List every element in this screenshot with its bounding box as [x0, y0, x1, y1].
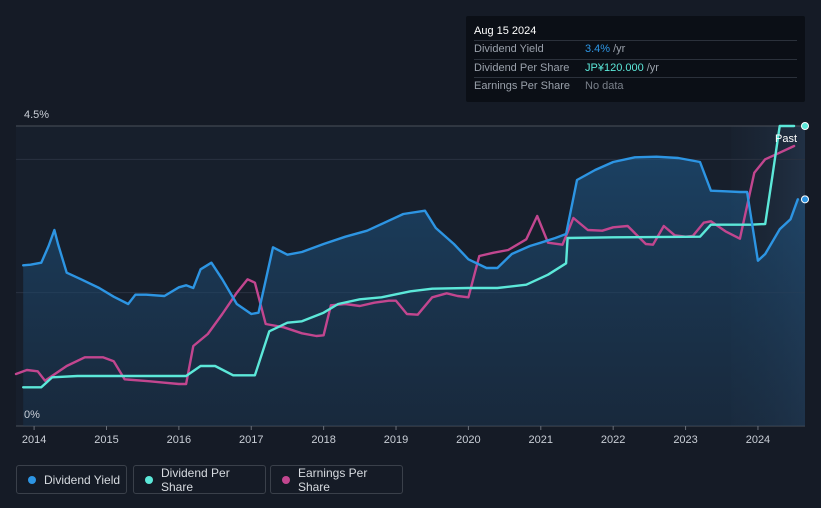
x-tick-label: 2016	[167, 434, 191, 446]
y-tick-label-bottom: 0%	[24, 409, 40, 421]
x-tick-label: 2023	[673, 434, 697, 446]
x-tick-label: 2022	[601, 434, 625, 446]
legend-dividend-yield[interactable]: Dividend Yield	[16, 465, 127, 494]
tooltip-date: Aug 15 2024	[474, 25, 537, 37]
x-tick-label: 2024	[746, 434, 770, 446]
tooltip-row-unit: /yr	[613, 43, 626, 55]
x-tick-label: 2020	[456, 434, 480, 446]
tooltip-row-label: Dividend Per Share	[474, 61, 570, 74]
x-tick-label: 2017	[239, 434, 263, 446]
legend-label: Dividend Yield	[44, 472, 121, 487]
tooltip-row-value: 3.4%	[585, 43, 611, 55]
dividend-per-share-line	[22, 124, 796, 389]
tooltip-row-unit: /yr	[646, 61, 659, 74]
legend-label: Earnings Per Share	[297, 465, 368, 494]
x-tick-label: 2021	[529, 434, 553, 446]
x-tick-label: 2019	[384, 434, 408, 446]
x-tick-label: 2018	[311, 434, 335, 446]
x-tick-label: 2014	[22, 434, 46, 446]
legend-dot-icon	[28, 475, 36, 484]
legend-dividend-per-share[interactable]: Dividend Per Share	[133, 465, 266, 494]
tooltip-row-value: No data	[585, 80, 624, 92]
tooltip-row-dividend-per-share: Dividend Per Share JP¥120.000/yr	[474, 58, 797, 78]
legend-dot-icon	[282, 475, 290, 484]
x-tick-label: 2015	[94, 434, 118, 446]
tooltip: Aug 15 2024 Dividend Yield 3.4%/yr Divid…	[466, 16, 805, 102]
y-tick-label-top: 4.5%	[24, 109, 49, 121]
legend-earnings-per-share[interactable]: Earnings Per Share	[270, 465, 403, 494]
legend-label: Dividend Per Share	[161, 465, 230, 494]
earnings-per-share-line	[14, 144, 796, 386]
dividend-yield-line	[22, 155, 799, 316]
tooltip-row-label: Earnings Per Share	[474, 80, 570, 92]
tooltip-row-label: Dividend Yield	[474, 43, 544, 55]
dividend-yield-end-marker	[801, 195, 809, 204]
legend-dot-icon	[145, 475, 153, 484]
tooltip-row-dividend-yield: Dividend Yield 3.4%/yr	[474, 40, 797, 59]
tooltip-row-value: JP¥120.000	[585, 61, 644, 74]
dividend-per-share-end-marker	[801, 122, 809, 130]
past-label: Past	[775, 133, 797, 145]
tooltip-row-earnings-per-share: Earnings Per Share No data	[474, 77, 797, 96]
